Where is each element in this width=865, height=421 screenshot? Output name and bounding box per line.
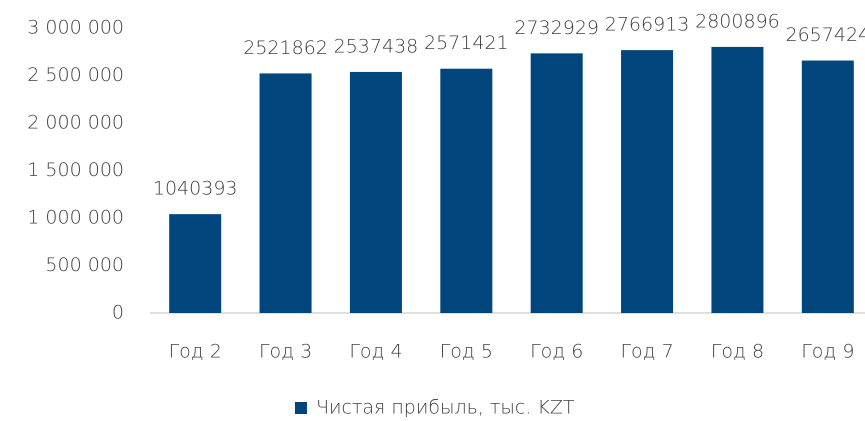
- x-tick-label: Год 9: [801, 341, 854, 363]
- y-tick-label: 1 500 000: [27, 159, 124, 181]
- x-tick-label: Год 2: [169, 341, 222, 363]
- bar: [801, 60, 854, 313]
- bar: [259, 73, 312, 313]
- y-tick-label: 2 500 000: [27, 64, 124, 86]
- bar: [349, 71, 402, 313]
- bar: [169, 214, 222, 313]
- y-tick-label: 3 000 000: [27, 17, 124, 39]
- value-label: 2800896: [695, 10, 780, 32]
- value-label: 2537438: [334, 35, 419, 57]
- y-tick-label: 500 000: [45, 254, 124, 276]
- x-tick-label: Год 5: [440, 341, 493, 363]
- bar: [711, 46, 764, 313]
- bar: [621, 50, 674, 314]
- x-tick-label: Год 6: [530, 341, 583, 363]
- value-label: 2521862: [243, 37, 328, 59]
- legend-swatch: [295, 402, 307, 414]
- value-label: 1040393: [153, 178, 238, 200]
- bar: [530, 53, 583, 314]
- value-label: 2766913: [605, 14, 690, 36]
- value-label: 2657424: [786, 24, 865, 46]
- y-tick-label: 0: [112, 302, 124, 324]
- x-tick-label: Год 7: [620, 341, 673, 363]
- value-label: 2571421: [424, 32, 509, 54]
- x-tick-label: Год 8: [711, 341, 764, 363]
- y-tick-label: 1 000 000: [27, 207, 124, 229]
- y-tick-label: 2 000 000: [27, 112, 124, 134]
- value-label: 2732929: [514, 17, 599, 39]
- x-tick-label: Год 3: [259, 341, 312, 363]
- bar: [440, 68, 493, 314]
- legend-label: Чистая прибыль, тыс. KZT: [316, 397, 575, 419]
- x-tick-label: Год 4: [349, 341, 402, 363]
